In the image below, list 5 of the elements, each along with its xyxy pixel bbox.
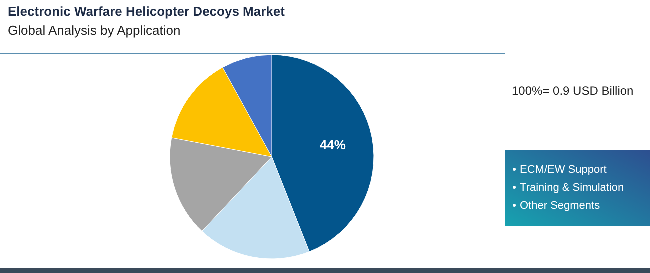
data-label: 44% — [320, 137, 346, 152]
legend-panel: ECM/EW Support Training & Simulation Other Segments — [505, 150, 650, 226]
chart-title: Electronic Warfare Helicopter Decoys Market — [8, 4, 285, 19]
chart-subtitle: Global Analysis by Application — [8, 23, 181, 38]
text: 100%= 0.9 USD Billion — [512, 84, 635, 98]
